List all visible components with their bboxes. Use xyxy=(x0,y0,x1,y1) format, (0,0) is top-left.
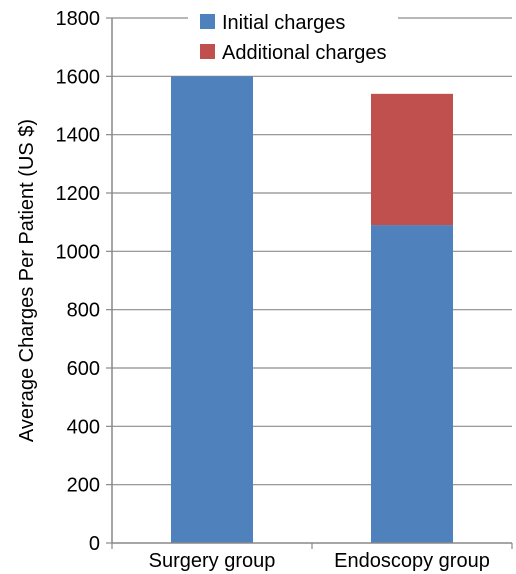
y-tick-label: 1400 xyxy=(56,125,101,147)
y-tick-label: 1600 xyxy=(56,66,101,88)
y-tick-label: 1200 xyxy=(56,183,101,205)
bar-initial-0 xyxy=(171,76,253,543)
bars xyxy=(171,76,453,544)
legend-box xyxy=(188,6,398,68)
axes xyxy=(111,18,512,544)
legend-label: Additional charges xyxy=(222,42,387,64)
legend-swatch xyxy=(200,44,215,59)
y-tick-label: 800 xyxy=(67,300,100,322)
y-tick-labels: 0 200 400 600 800 1000 1200 1400 1600 1800 xyxy=(56,8,101,555)
x-category-label: Endoscopy group xyxy=(334,550,490,572)
y-tick-label: 1000 xyxy=(56,241,101,263)
bar-additional-1 xyxy=(371,93,453,226)
legend: Initial charges Additional charges xyxy=(188,6,398,68)
y-tick-label: 200 xyxy=(67,475,100,497)
y-axis-title: Average Charges Per Patient (US $) xyxy=(16,119,38,442)
y-tick-label: 600 xyxy=(67,358,100,380)
legend-label: Initial charges xyxy=(222,12,345,34)
y-tick-label: 1800 xyxy=(56,8,101,30)
bar-initial-1 xyxy=(371,225,453,544)
legend-swatch xyxy=(200,14,215,29)
x-category-labels: Surgery group Endoscopy group xyxy=(149,550,490,572)
y-tick-label: 400 xyxy=(67,416,100,438)
x-category-label: Surgery group xyxy=(149,550,276,572)
y-tick-label: 0 xyxy=(89,533,100,555)
